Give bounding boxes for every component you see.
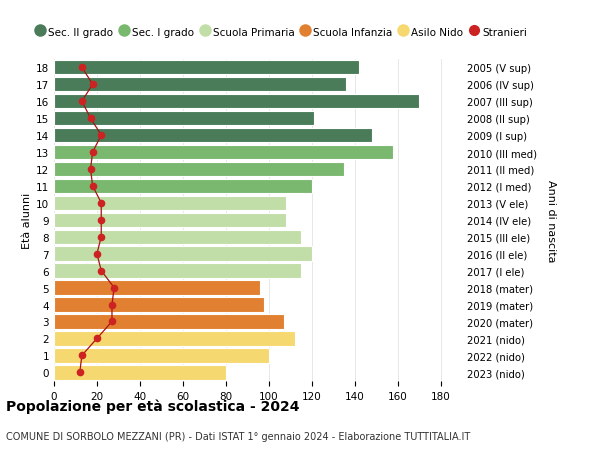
Y-axis label: Età alunni: Età alunni bbox=[22, 192, 32, 248]
Bar bbox=[54, 213, 286, 228]
Bar bbox=[54, 112, 314, 126]
Bar bbox=[54, 146, 393, 160]
Bar bbox=[54, 264, 301, 278]
Bar bbox=[54, 247, 311, 261]
Bar bbox=[54, 298, 265, 312]
Bar bbox=[54, 95, 419, 109]
Bar bbox=[54, 365, 226, 380]
Bar bbox=[54, 331, 295, 346]
Bar bbox=[54, 196, 286, 211]
Legend: Sec. II grado, Sec. I grado, Scuola Primaria, Scuola Infanzia, Asilo Nido, Stran: Sec. II grado, Sec. I grado, Scuola Prim… bbox=[31, 23, 531, 42]
Bar bbox=[54, 230, 301, 244]
Bar bbox=[54, 281, 260, 295]
Bar bbox=[54, 129, 372, 143]
Text: COMUNE DI SORBOLO MEZZANI (PR) - Dati ISTAT 1° gennaio 2024 - Elaborazione TUTTI: COMUNE DI SORBOLO MEZZANI (PR) - Dati IS… bbox=[6, 431, 470, 441]
Text: Popolazione per età scolastica - 2024: Popolazione per età scolastica - 2024 bbox=[6, 398, 299, 413]
Y-axis label: Anni di nascita: Anni di nascita bbox=[547, 179, 556, 262]
Bar bbox=[54, 179, 311, 194]
Bar bbox=[54, 162, 344, 177]
Bar bbox=[54, 78, 346, 92]
Bar bbox=[54, 61, 359, 75]
Bar bbox=[54, 348, 269, 363]
Bar bbox=[54, 314, 284, 329]
